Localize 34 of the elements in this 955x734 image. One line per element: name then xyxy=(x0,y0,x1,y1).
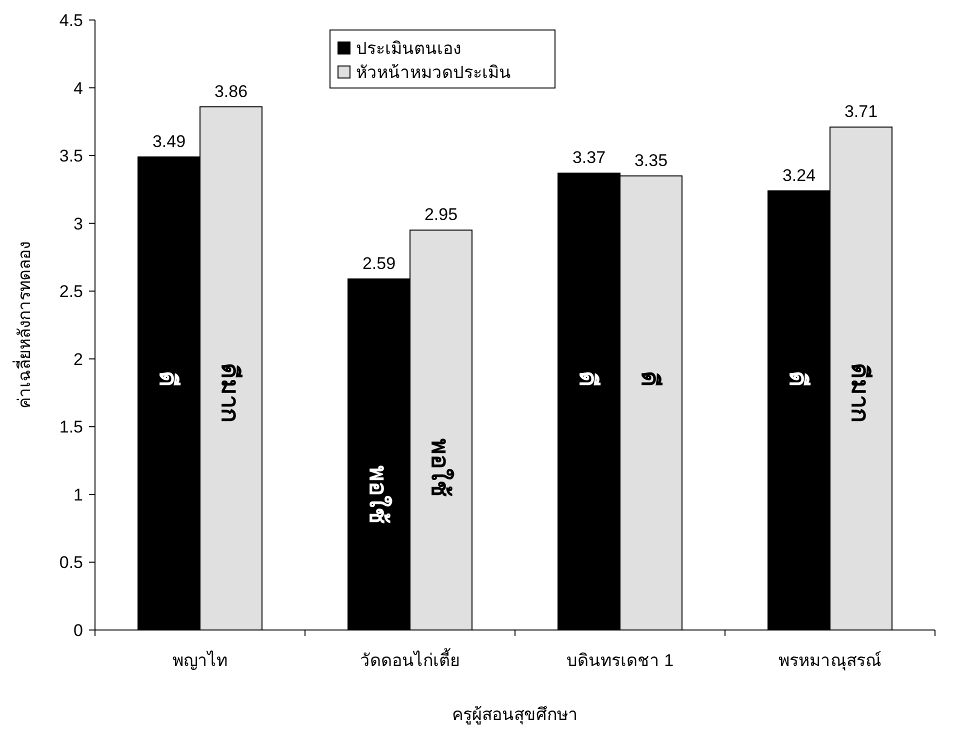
y-tick-label: 2 xyxy=(74,350,83,369)
data-label: 3.24 xyxy=(782,166,816,185)
x-tick-label: พรหมาณุสรณ์ xyxy=(778,651,882,671)
y-tick-label: 3 xyxy=(74,214,83,234)
y-tick-label: 1.5 xyxy=(59,418,83,437)
y-tick-label: 1 xyxy=(74,485,83,504)
annotation: ดี xyxy=(636,371,663,388)
annotation: ดีมาก xyxy=(216,362,243,423)
annotation: ดีมาก xyxy=(846,362,873,423)
annotation: ดี xyxy=(574,371,601,388)
x-tick-label: พญาไท xyxy=(172,650,228,670)
data-label: 2.59 xyxy=(362,254,396,273)
y-tick-label: 3.5 xyxy=(59,146,83,166)
legend-label: หัวหน้าหมวดประเมิน xyxy=(356,63,511,82)
data-label: 3.86 xyxy=(214,82,248,101)
data-label: 3.71 xyxy=(844,102,878,122)
y-tick-label: 4.5 xyxy=(59,11,83,30)
legend-label: ประเมินตนเอง xyxy=(356,39,461,58)
data-label: 2.95 xyxy=(424,205,458,224)
annotation: ดี xyxy=(154,371,181,388)
x-axis-title: ครูผู้สอนสุขศึกษา xyxy=(452,705,578,725)
data-label: 3.49 xyxy=(152,132,186,151)
y-axis-title: ค่าเฉลี่ยหลังการทดลอง xyxy=(12,242,34,408)
x-tick-label: บดินทรเดชา 1 xyxy=(566,651,674,670)
data-label: 3.37 xyxy=(572,148,606,168)
y-tick-label: 4 xyxy=(74,78,83,98)
y-tick-label: 0.5 xyxy=(59,553,83,572)
annotation: พอใช้ xyxy=(426,438,455,496)
y-tick-label: 0 xyxy=(74,621,83,640)
x-tick-label: วัดดอนไก่เตี้ย xyxy=(360,648,460,670)
data-label: 3.35 xyxy=(634,150,668,170)
annotation: พอใช้ xyxy=(364,465,393,524)
annotation: ดี xyxy=(784,371,811,388)
y-tick-label: 2.5 xyxy=(59,282,83,302)
